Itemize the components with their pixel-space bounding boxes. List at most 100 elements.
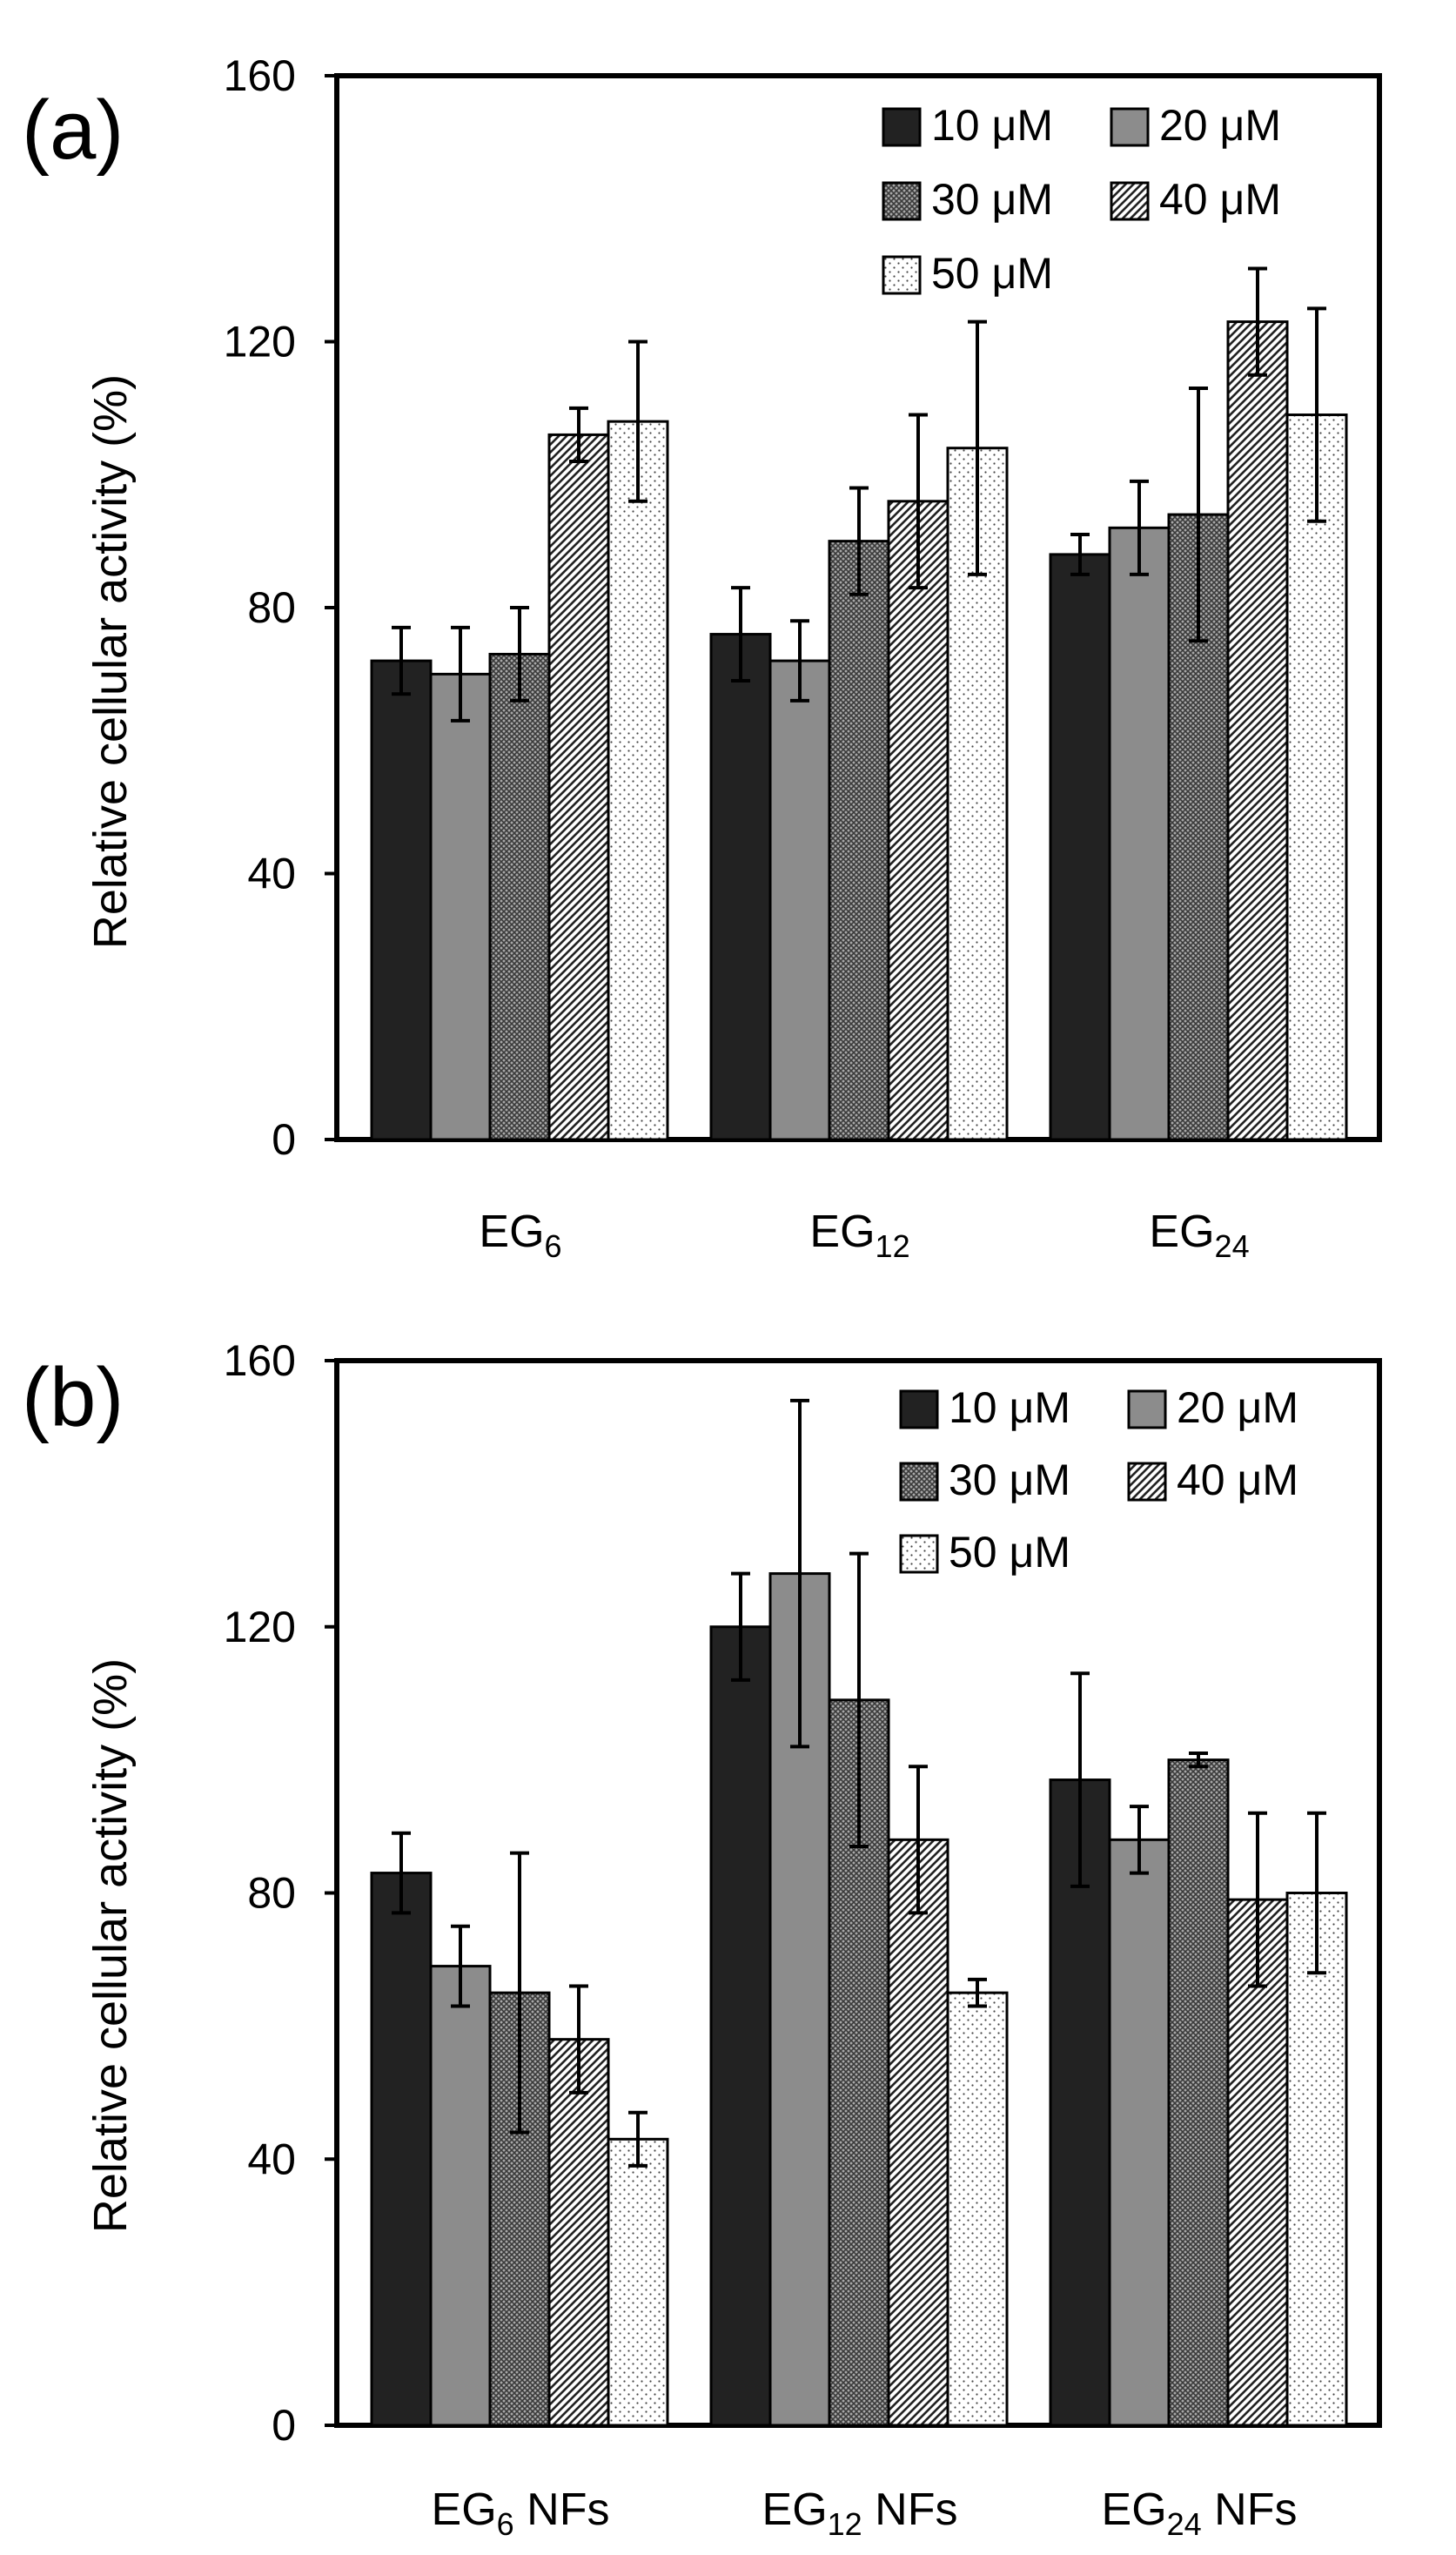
legend-label: 10 μM [949,1383,1070,1432]
x-category-suffix: NFs [862,2484,958,2535]
bar [887,1838,949,2427]
bar [1108,526,1171,1141]
error-bar [569,406,588,463]
y-tick-label: 120 [224,318,296,366]
legend-label: 30 μM [949,1456,1070,1504]
bar [1108,1838,1171,2427]
legend-swatch [1127,1389,1167,1429]
y-tick: 160 [224,1336,337,1385]
legend-item: 20 μM [1127,1383,1298,1432]
bar [1226,320,1289,1141]
bar-group [370,1398,1348,2427]
legend-item: 40 μM [1127,1456,1298,1504]
error-bar [849,486,869,596]
panel-label: (b) [22,1351,124,1444]
error-bar [1248,1811,1267,1988]
error-bar [731,586,750,683]
x-category-main: EG [1149,1207,1214,1257]
legend-label: 20 μM [1159,101,1281,150]
bar [946,1991,1009,2427]
error-bar [1070,1671,1090,1888]
legend-swatch [882,181,922,221]
y-axis-label: Relative cellular activity (%) [84,374,137,949]
x-category-main: EG [809,1207,875,1257]
bar [547,433,610,1141]
x-category-label: EG6 NFs [432,2484,610,2542]
legend-item: 10 μM [899,1383,1070,1432]
legend-swatch [882,255,922,295]
x-category-suffix: NFs [514,2484,610,2535]
y-tick-label: 0 [272,1115,296,1164]
legend: 10 μM 20 μM 30 μM 40 μM 50 μM [882,101,1281,298]
legend-swatch [1110,181,1150,221]
legend-swatch [882,107,922,147]
x-axis: EG6 EG12 EG24 [479,1207,1249,1264]
legend-label: 30 μM [931,175,1053,224]
bar [607,420,669,1141]
legend-item: 10 μM [882,101,1053,150]
bar [887,500,949,1141]
error-bar [1130,1805,1149,1875]
error-bar [628,2110,647,2168]
legend-item: 50 μM [899,1528,1070,1577]
legend-item: 50 μM [882,249,1053,298]
y-tick: 80 [247,1869,337,1918]
y-tick-label: 80 [247,583,296,632]
panel-label: (a) [22,84,124,177]
x-category-label: EG12 [809,1207,909,1264]
error-bar [392,1831,411,1915]
error-bar [849,1551,869,1848]
error-bar [1070,532,1090,576]
y-tick: 40 [247,850,337,898]
legend-swatch [899,1534,939,1574]
x-category-subscript: 24 [1215,1228,1250,1264]
error-bar [909,413,928,590]
y-tick: 120 [224,318,337,366]
bar [768,659,831,1141]
legend-label: 10 μM [931,101,1053,150]
bar [828,540,890,1141]
x-axis: EG6 NFs EG12 NFs EG24 NFs [432,2484,1298,2542]
x-category-main: EG [432,2484,497,2535]
error-bar [1189,1751,1208,1769]
bar [607,2137,669,2427]
bar [429,1965,492,2427]
y-axis-label: Relative cellular activity (%) [84,1658,137,2233]
chart-panel-a: (a) Relative cellular activity (%) 0 40 … [22,51,1382,1264]
bar [370,659,433,1141]
x-category-main: EG [1102,2484,1167,2535]
error-bar [1130,479,1149,576]
x-category-label: EG24 [1149,1207,1249,1264]
bar [1049,553,1111,1141]
y-tick-label: 120 [224,1603,296,1651]
y-axis: 0 40 80 120 160 [224,51,337,1164]
bar [709,633,772,1141]
error-bar [790,619,809,703]
y-tick-label: 40 [247,850,296,898]
y-tick-label: 160 [224,1336,296,1385]
y-tick: 0 [272,1115,337,1164]
y-tick: 40 [247,2135,337,2183]
bar [547,2038,610,2427]
error-bar [628,340,647,503]
error-bar [1189,386,1208,643]
legend: 10 μM 20 μM 30 μM 40 μM 50 μM [899,1383,1298,1577]
error-bar [451,1924,470,2008]
bar [1167,1758,1230,2427]
x-category-label: EG6 [479,1207,561,1264]
legend-swatch [1110,107,1150,147]
legend-swatch [1127,1462,1167,1502]
legend-item: 30 μM [899,1456,1070,1504]
y-tick: 160 [224,51,337,100]
x-category-main: EG [762,2484,828,2535]
y-tick: 0 [272,2401,337,2450]
bar [370,1872,433,2427]
y-axis: 0 40 80 120 160 [224,1336,337,2450]
legend-label: 40 μM [1159,175,1281,224]
legend-swatch [899,1462,939,1502]
x-category-suffix: NFs [1202,2484,1298,2535]
error-bar [451,625,470,723]
x-category-label: EG12 NFs [762,2484,958,2542]
x-category-label: EG24 NFs [1102,2484,1298,2542]
legend-label: 50 μM [949,1528,1070,1577]
